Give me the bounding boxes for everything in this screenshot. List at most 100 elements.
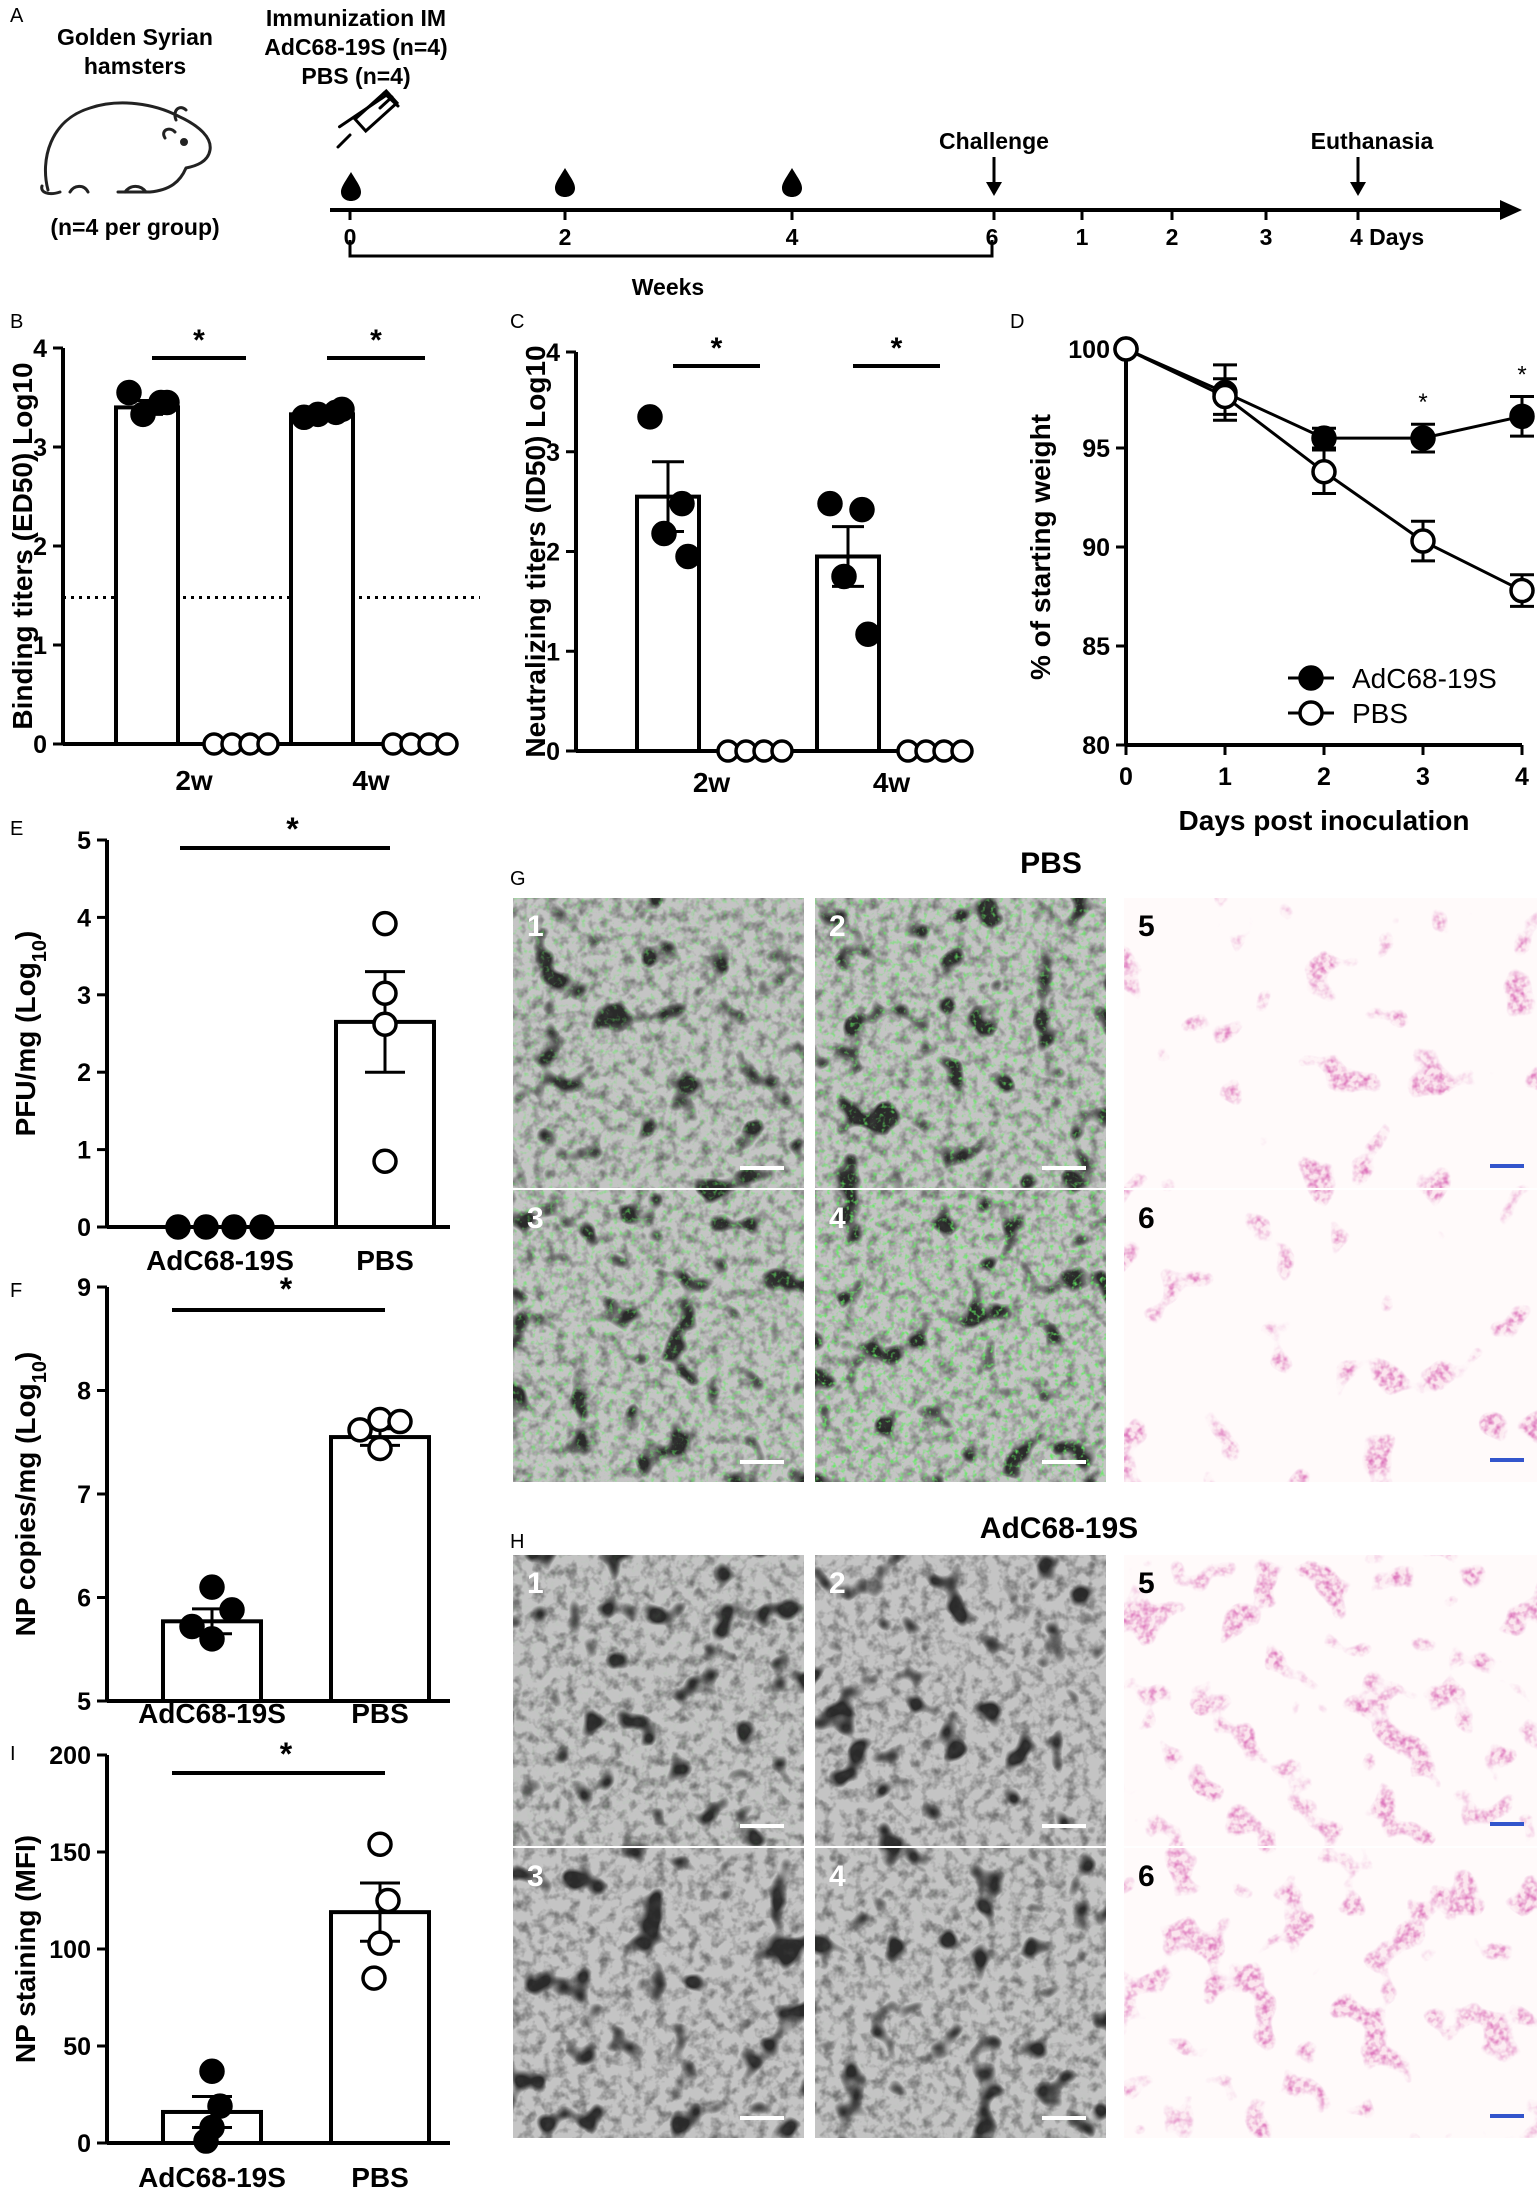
- fluorescence-image: 3: [513, 1848, 804, 2138]
- data-point: [329, 396, 355, 423]
- y-tick-label: 3: [77, 982, 91, 1010]
- data-point: [256, 732, 280, 756]
- image-number-label: 1: [527, 1567, 544, 1600]
- x-tick-label: 3: [1416, 763, 1430, 791]
- fluorescence-image: 1: [513, 898, 804, 1188]
- y-tick-label: 90: [1082, 534, 1110, 562]
- immunization-line-1: Immunization IM: [266, 5, 446, 31]
- data-point: [116, 379, 142, 406]
- panel-g-title: PBS: [1020, 847, 1082, 880]
- drop-icons: [341, 168, 802, 201]
- image-number-label: 5: [1138, 910, 1155, 943]
- fluorescence-image: 2: [815, 1555, 1106, 1846]
- fluorescence-image: 4: [815, 1848, 1106, 2138]
- bar: [289, 412, 355, 746]
- hamster-icon: [40, 101, 212, 196]
- y-tick-label: 150: [49, 1839, 91, 1867]
- data-point: [950, 739, 974, 763]
- np-stain-signal: [815, 1190, 1106, 1482]
- significance-mark: *: [280, 1736, 293, 1772]
- data-point: [367, 1435, 393, 1462]
- x-category-label: AdC68-19S: [138, 1698, 286, 1729]
- data-point: [637, 404, 663, 430]
- y-tick-label: 200: [49, 1742, 91, 1770]
- data-point: [207, 2093, 233, 2119]
- drop-icon: [782, 168, 802, 197]
- y-tick-label: 6: [77, 1585, 91, 1613]
- y-tick-label: 2: [546, 539, 560, 567]
- panel-g-images: 1 2 5 3 4 6: [513, 898, 1537, 1482]
- panel-letter-b: B: [10, 311, 23, 333]
- y-tick-label: 1: [77, 1137, 91, 1165]
- x-tick-label: 4: [1515, 763, 1529, 791]
- data-point: [130, 401, 156, 428]
- series-line: [1125, 347, 1523, 440]
- data-point: [675, 543, 701, 570]
- fluorescence-image: 4: [815, 1190, 1106, 1482]
- data-point: [375, 1887, 401, 1914]
- image-number-label: 6: [1138, 1860, 1155, 1893]
- data-point: [1410, 528, 1436, 554]
- np-stain-signal: [513, 1190, 804, 1482]
- y-tick-label: 3: [546, 439, 560, 467]
- data-point: [669, 490, 695, 517]
- data-point: [372, 1011, 398, 1037]
- alveolar-space: [1124, 1190, 1537, 1482]
- challenge-label: Challenge: [939, 128, 1049, 154]
- weeks-bracket: [348, 240, 994, 258]
- week-tick: 6: [986, 224, 999, 250]
- x-category-label: AdC68-19S: [138, 2162, 286, 2191]
- drop-icon: [341, 172, 361, 201]
- data-point: [193, 2128, 219, 2154]
- x-tick-label: 1: [1218, 763, 1232, 791]
- data-point: [361, 1965, 387, 1991]
- panel-h-images: 1 2 5 3 4 6: [513, 1555, 1537, 2138]
- weeks-label: Weeks: [632, 274, 704, 300]
- data-point: [651, 520, 677, 547]
- y-tick-label: 0: [77, 2130, 91, 2158]
- data-point: [347, 1417, 373, 1443]
- image-number-label: 3: [527, 1860, 544, 1893]
- species-line-1: Golden Syrian: [57, 24, 213, 50]
- y-tick-label: 4: [546, 339, 560, 367]
- x-tick-label: 0: [1119, 763, 1133, 791]
- panel-letter-d: D: [1010, 311, 1024, 333]
- y-axis-label: NP copies/mg (Log10): [10, 1352, 51, 1637]
- data-point: [1113, 336, 1139, 362]
- data-point: [1311, 459, 1337, 485]
- legend-label: PBS: [1352, 698, 1408, 729]
- x-category-label: AdC68-19S: [146, 1245, 294, 1276]
- week-tick: 2: [559, 224, 572, 250]
- data-point: [770, 739, 794, 763]
- x-category-label: 2w: [693, 767, 731, 798]
- y-tick-label: 3: [33, 434, 47, 462]
- drop-icon: [555, 168, 575, 197]
- data-point: [221, 1214, 247, 1240]
- syringe-icon: [336, 88, 400, 149]
- y-tick-label: 1: [546, 638, 560, 666]
- significance-mark: *: [286, 811, 299, 847]
- panel-letter-f: F: [10, 1280, 22, 1302]
- y-tick-label: 5: [77, 827, 91, 855]
- data-point: [1311, 425, 1337, 451]
- group-size-label: (n=4 per group): [50, 214, 219, 240]
- bar: [815, 554, 881, 753]
- image-number-label: 1: [527, 910, 544, 943]
- bar: [114, 405, 180, 746]
- image-number-label: 3: [527, 1202, 544, 1235]
- significance-mark: *: [711, 332, 723, 365]
- data-point: [855, 621, 881, 648]
- week-tick: 4: [786, 224, 799, 250]
- x-category-label: PBS: [351, 1698, 409, 1729]
- day-tick: 2: [1166, 224, 1179, 250]
- immunization-line-2: AdC68-19S (n=4): [264, 34, 447, 60]
- y-tick-label: 0: [33, 731, 47, 759]
- y-tick-label: 8: [77, 1378, 91, 1406]
- y-axis-label: NP staining (MFI): [10, 1835, 41, 2063]
- data-point: [435, 732, 459, 756]
- legend-marker: [1298, 700, 1324, 726]
- data-point: [199, 1574, 225, 1600]
